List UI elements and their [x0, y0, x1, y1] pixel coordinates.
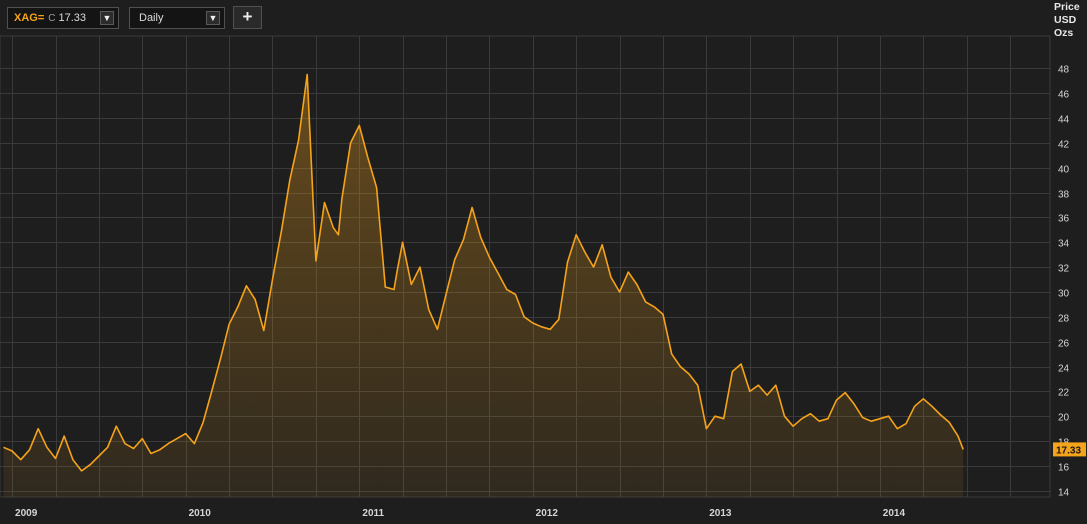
unit-line: Price [1054, 1, 1080, 13]
y-tick-label: 24 [1058, 364, 1070, 375]
symbol-ric: XAG= [14, 12, 45, 24]
y-tick-label: 26 [1058, 339, 1070, 350]
y-tick-label: 22 [1058, 388, 1070, 399]
y-tick-label: 44 [1058, 115, 1070, 126]
symbol-selector[interactable]: XAG= C 17.33 ▼ [7, 7, 119, 29]
last-value-badge [1053, 442, 1086, 457]
x-axis-ticks: 2009 2010 2011 2012 2013 2014 [15, 508, 905, 519]
interval-value: Daily [139, 12, 164, 24]
y-tick-label: 16 [1058, 463, 1070, 474]
unit-line: Ozs [1054, 27, 1074, 39]
y-tick-label: 28 [1058, 314, 1070, 325]
x-tick-label: 2009 [15, 508, 38, 519]
y-tick-label: 36 [1058, 214, 1070, 225]
price-area-fill [3, 74, 964, 497]
y-tick-label: 42 [1058, 140, 1070, 151]
price-line[interactable] [3, 73, 964, 472]
y-tick-label: 38 [1058, 190, 1070, 201]
chevron-down-icon[interactable]: ▼ [100, 11, 114, 25]
y-tick-label: 32 [1058, 264, 1070, 275]
close-tag: C [48, 12, 56, 24]
y-tick-label: 14 [1058, 488, 1070, 499]
y-axis-ticks: 141618202224262830323436384042444648 [1058, 65, 1070, 499]
chart-toolbar: XAG= C 17.33 ▼ Daily ▼ + [0, 0, 1050, 34]
chevron-down-icon[interactable]: ▼ [206, 11, 220, 25]
x-tick-label: 2014 [883, 508, 906, 519]
unit-line: USD [1054, 14, 1077, 26]
x-tick-label: 2012 [536, 508, 559, 519]
x-tick-label: 2010 [189, 508, 212, 519]
x-tick-label: 2013 [709, 508, 732, 519]
add-series-button[interactable]: + [233, 6, 262, 29]
y-tick-label: 40 [1058, 165, 1070, 176]
symbol-last-value: 17.33 [58, 12, 87, 24]
last-value-marker: 17.33 [1053, 442, 1086, 457]
y-tick-label: 30 [1058, 289, 1070, 300]
last-value-text: 17.33 [1056, 445, 1081, 456]
y-tick-label: 20 [1058, 413, 1070, 424]
x-tick-label: 2011 [362, 508, 384, 519]
y-tick-label: 34 [1058, 239, 1070, 250]
y-axis-unit-label: Price USD Ozs [1054, 1, 1087, 40]
y-tick-label: 46 [1058, 90, 1070, 101]
y-tick-label: 48 [1058, 65, 1070, 76]
interval-selector[interactable]: Daily ▼ [129, 7, 225, 29]
